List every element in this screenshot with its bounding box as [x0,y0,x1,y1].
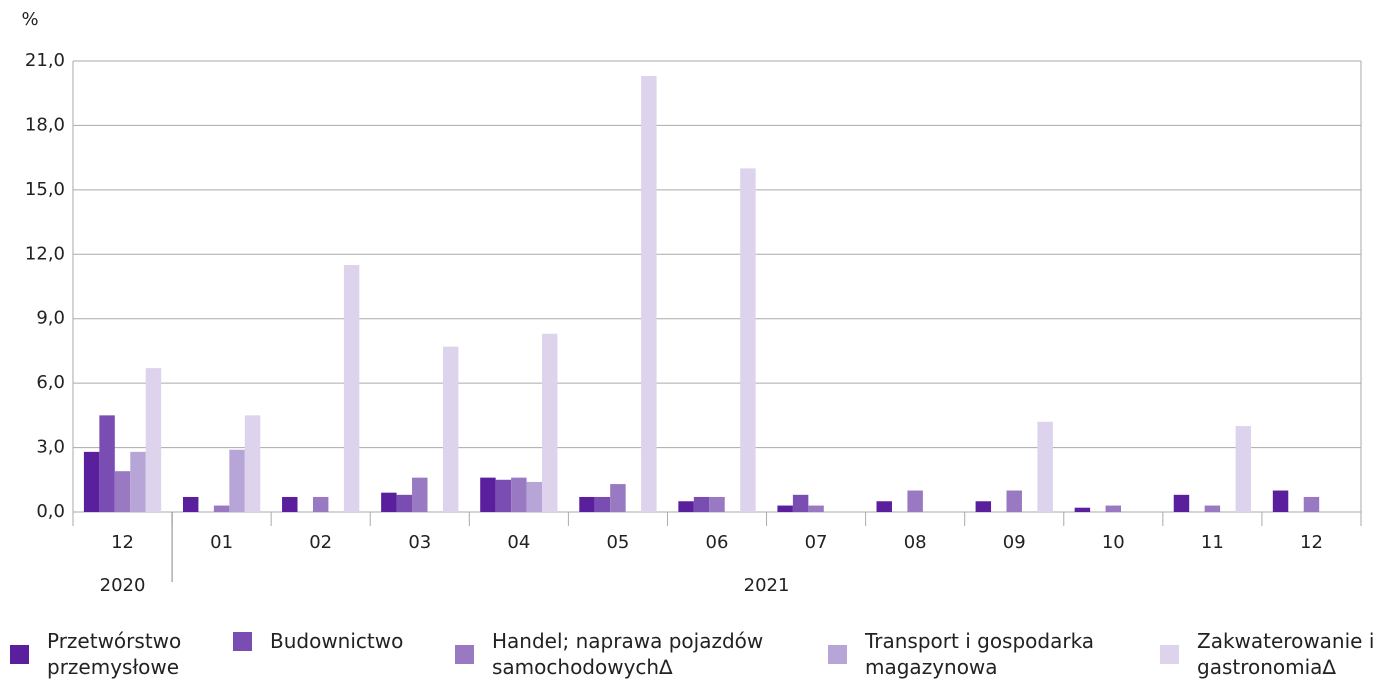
x-tick-label: 01 [210,532,233,553]
bar [907,490,923,512]
legend-item: Budownictwo [233,628,430,654]
bar [594,496,611,512]
y-tick-label: 0,0 [36,501,65,522]
bar [244,415,261,512]
bar [641,76,657,513]
bar [740,168,756,512]
y-tick-label: 9,0 [36,308,65,329]
legend-label: Handel; naprawa pojazdów samochodowych∆ [492,629,764,679]
y-tick-label: 6,0 [36,372,65,393]
legend-label: Przetwórstwo przemysłowe [47,629,182,679]
bar [1105,505,1122,512]
bar [213,505,230,512]
legend-item: Zakwaterowanie i gastronomia∆ [1160,628,1375,680]
y-tick-label: 18,0 [25,114,65,135]
legend-label: Budownictwo [270,629,404,653]
x-tick-label: 12 [111,532,134,553]
x-tick-label: 11 [1201,532,1224,553]
y-tick-label: 12,0 [25,243,65,264]
bar [99,415,115,512]
bar [442,346,459,512]
bar [792,494,809,512]
bar [1173,494,1190,512]
bar [396,494,413,512]
bar [709,496,725,512]
bar [83,451,100,512]
bar [678,501,694,512]
y-unit: % [21,9,38,30]
x-tick-label: 03 [408,532,431,553]
bar [381,492,397,512]
bar [1037,421,1053,512]
bar [229,449,245,512]
y-tick-label: 3,0 [36,437,65,458]
bar [343,265,360,512]
bar [114,471,131,512]
bar [145,368,162,512]
bar [511,477,527,512]
bar [579,496,595,512]
bar [542,333,558,512]
bar [1235,426,1252,512]
y-tick-label: 21,0 [25,50,65,71]
bar [1006,490,1022,512]
x-tick-label: 10 [1102,532,1125,553]
bar [876,501,892,512]
bar [777,505,793,512]
legend-swatch [828,644,847,664]
bar [808,505,824,512]
bar [130,451,146,512]
bar [1303,496,1320,512]
bar [610,484,626,512]
x-tick-label: 06 [706,532,729,553]
x-tick-label: 02 [309,532,332,553]
legend-item: Transport i gospodarka magazynowa [828,628,1150,680]
bar [282,496,298,512]
bar [1204,505,1221,512]
bar [182,496,199,512]
legend-label: Zakwaterowanie i gastronomia∆ [1197,629,1375,679]
legend-label: Transport i gospodarka magazynowa [865,629,1095,679]
legend-item: Handel; naprawa pojazdów samochodowych∆ [455,628,812,680]
y-tick-label: 15,0 [25,179,65,200]
legend-swatch [10,644,29,664]
x-tick-label: 09 [1003,532,1026,553]
bar [693,496,710,512]
legend-swatch [455,644,474,664]
legend-item: Przetwórstwo przemysłowe [10,628,212,680]
x-tick-label: 12 [1300,532,1323,553]
bar [1074,507,1091,512]
bar [412,477,428,512]
chart: % 0,0 3,0 6,0 9,0 12,0 15,0 18,0 21,0 12 01 02 03 04… [21,9,1362,596]
bar [1272,490,1289,512]
bar [975,501,992,512]
year-label: 2021 [744,575,790,596]
bar [312,496,329,512]
bar [526,481,543,512]
legend-swatch [233,631,252,651]
bar [480,477,496,512]
x-tick-label: 07 [805,532,828,553]
x-tick-label: 05 [606,532,629,553]
year-label: 2020 [100,575,146,596]
legend-swatch [1160,644,1179,664]
x-tick-label: 08 [904,532,927,553]
bar [495,479,512,512]
x-tick-label: 04 [507,532,530,553]
